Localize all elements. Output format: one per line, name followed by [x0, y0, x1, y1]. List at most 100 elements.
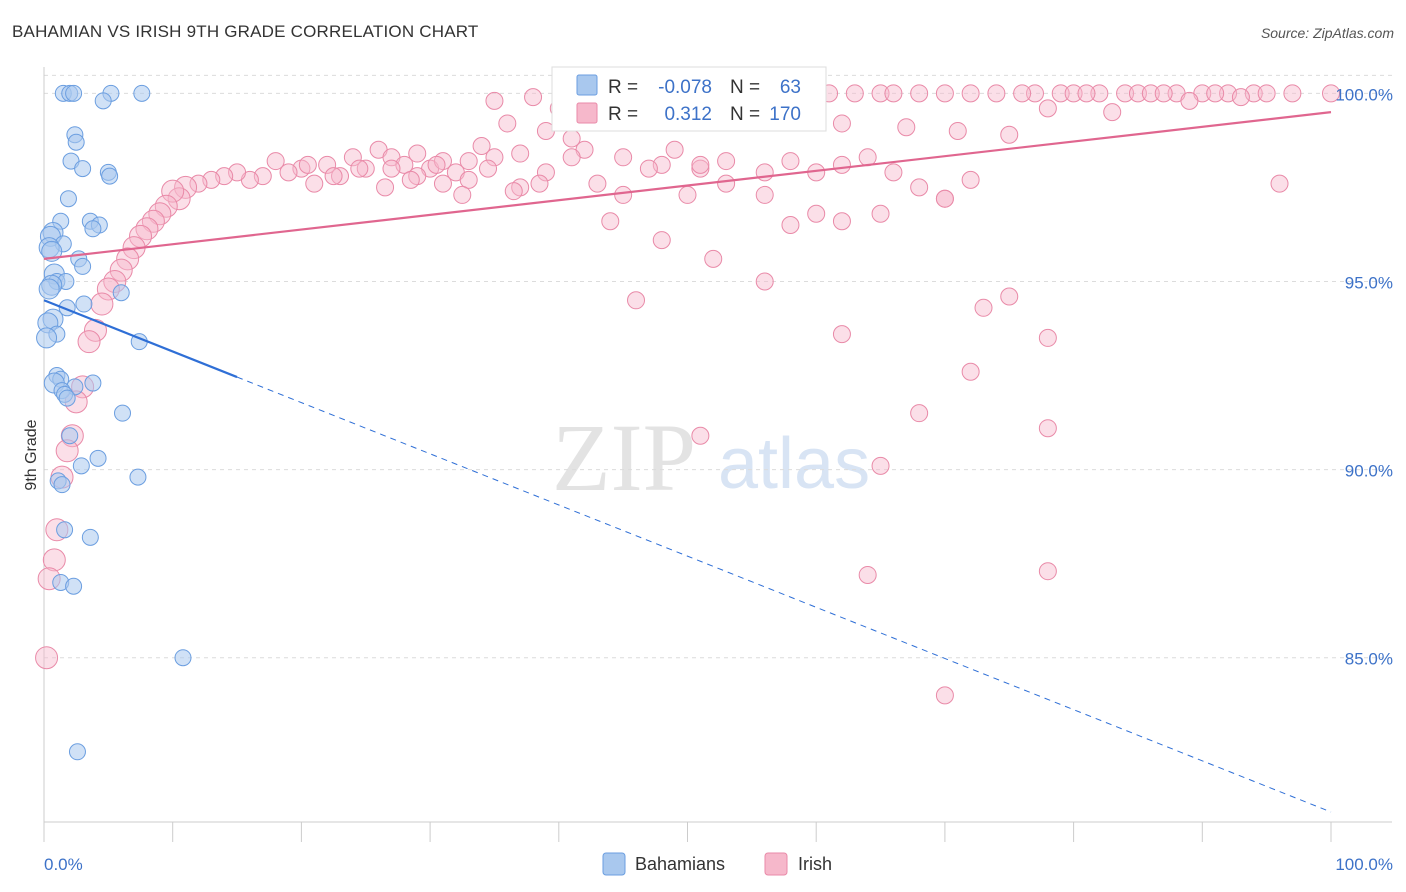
- legend-r-label-bahamians: R =: [608, 77, 638, 98]
- irish-trend-line: [43, 111, 1332, 260]
- irish-point: [665, 140, 684, 159]
- chart-title: BAHAMIAN VS IRISH 9TH GRADE CORRELATION …: [12, 22, 479, 41]
- legend-n-value-irish: 170: [769, 104, 801, 125]
- irish-point: [459, 170, 478, 189]
- watermark-atlas: atlas: [718, 424, 870, 504]
- irish-point: [485, 148, 504, 167]
- bottom-legend-label-irish: Irish: [798, 854, 832, 874]
- irish-point: [948, 121, 967, 140]
- bahamian-point: [36, 327, 58, 349]
- legend-r-value-irish: 0.312: [664, 104, 712, 125]
- irish-point: [987, 84, 1006, 103]
- irish-point: [427, 155, 446, 174]
- irish-point: [1257, 84, 1276, 103]
- irish-point: [832, 114, 851, 133]
- irish-point: [433, 174, 452, 193]
- bahamian-point: [81, 528, 99, 546]
- y-tick-label: 100.0%: [1335, 85, 1393, 104]
- bahamian-point: [72, 457, 90, 475]
- irish-point: [910, 178, 929, 197]
- irish-point: [401, 170, 420, 189]
- irish-point: [530, 174, 549, 193]
- irish-point: [781, 216, 800, 235]
- legend-n-value-bahamians: 63: [780, 77, 801, 98]
- irish-point: [755, 272, 774, 291]
- irish-point: [871, 84, 890, 103]
- bahamian-point: [89, 449, 107, 467]
- irish-point: [42, 548, 66, 572]
- irish-point: [961, 170, 980, 189]
- irish-point: [343, 148, 362, 167]
- bahamian-point: [56, 521, 74, 539]
- irish-point: [884, 84, 903, 103]
- irish-point: [1051, 84, 1070, 103]
- legend-swatch-irish: [576, 102, 598, 124]
- legend-swatch-bahamians: [576, 74, 598, 96]
- irish-point: [1141, 84, 1160, 103]
- irish-point: [1038, 328, 1057, 347]
- bahamian-point: [59, 190, 77, 208]
- irish-point: [148, 202, 172, 226]
- bottom-legend: Bahamians Irish: [602, 852, 832, 876]
- irish-point: [504, 182, 523, 201]
- bahamian-point: [67, 133, 85, 151]
- irish-point: [77, 330, 101, 354]
- trend-lines: [43, 111, 1332, 813]
- irish-points: [35, 84, 1340, 705]
- axes: [43, 67, 1392, 842]
- bahamian-point: [58, 389, 76, 407]
- irish-point: [871, 456, 890, 475]
- bahamian-point: [74, 160, 92, 178]
- irish-point: [1154, 84, 1173, 103]
- bahamian-trend-line-solid: [43, 299, 238, 379]
- irish-point: [298, 155, 317, 174]
- y-axis-label: 9th Grade: [23, 419, 40, 490]
- irish-point: [1322, 84, 1340, 103]
- bahamian-point: [61, 427, 79, 445]
- irish-point: [562, 148, 581, 167]
- irish-point: [935, 189, 954, 208]
- bahamian-point: [74, 257, 92, 275]
- irish-point: [479, 159, 498, 178]
- bahamian-point: [53, 476, 71, 494]
- irish-point: [174, 175, 198, 199]
- legend-n-label-bahamians: N =: [730, 77, 760, 98]
- irish-point: [1000, 287, 1019, 306]
- irish-point: [691, 426, 710, 445]
- irish-point: [614, 185, 633, 204]
- irish-point: [717, 174, 736, 193]
- irish-point: [472, 137, 491, 156]
- irish-point: [135, 217, 159, 241]
- irish-point: [116, 247, 140, 271]
- bahamian-point: [112, 284, 130, 302]
- irish-point: [1103, 103, 1122, 122]
- tick-labels: 100.0% 95.0% 90.0% 85.0% 0.0% 100.0%: [44, 85, 1393, 874]
- bahamian-point: [84, 374, 102, 392]
- bottom-legend-swatch-irish: [764, 852, 788, 876]
- top-legend: R = -0.078 N = 63 R = 0.312 N = 170: [551, 66, 827, 132]
- irish-point: [1038, 419, 1057, 438]
- irish-point: [1270, 174, 1289, 193]
- irish-point: [781, 152, 800, 171]
- irish-point: [154, 194, 178, 218]
- y-tick-label: 95.0%: [1345, 273, 1393, 292]
- irish-point: [717, 152, 736, 171]
- irish-point: [1116, 84, 1135, 103]
- irish-point: [1038, 562, 1057, 581]
- irish-point: [141, 209, 165, 233]
- irish-point: [305, 174, 324, 193]
- irish-point: [961, 362, 980, 381]
- irish-point: [1038, 99, 1057, 118]
- irish-point: [1000, 125, 1019, 144]
- legend-n-label-irish: N =: [730, 104, 760, 125]
- irish-point: [498, 114, 517, 133]
- irish-point: [858, 565, 877, 584]
- bahamian-point: [68, 743, 86, 761]
- irish-point: [601, 212, 620, 231]
- irish-point: [279, 163, 298, 182]
- legend-box: [551, 66, 827, 132]
- irish-point: [897, 118, 916, 137]
- irish-point: [189, 174, 208, 193]
- irish-point: [1180, 91, 1199, 110]
- irish-point: [884, 163, 903, 182]
